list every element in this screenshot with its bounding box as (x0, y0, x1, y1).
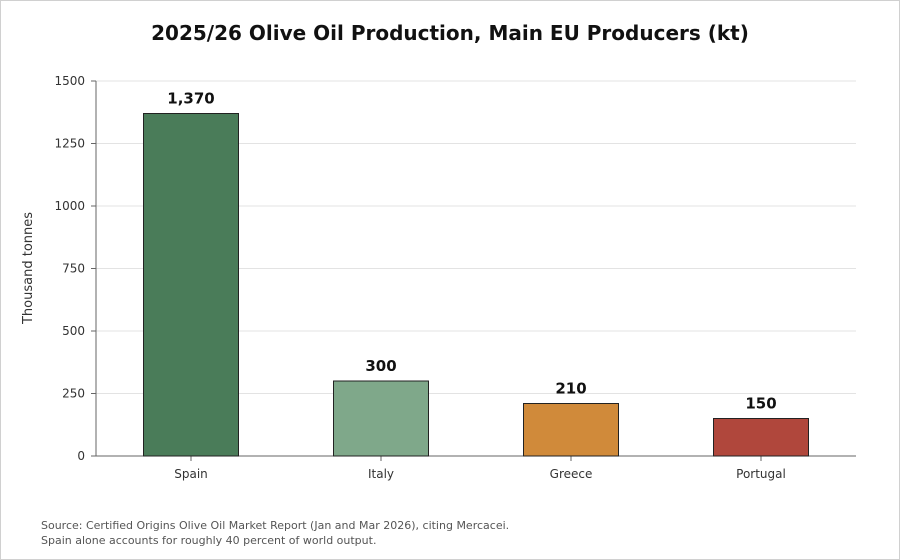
x-tick-label: Portugal (736, 467, 786, 481)
chart-title: 2025/26 Olive Oil Production, Main EU Pr… (151, 21, 749, 45)
data-label: 210 (555, 380, 586, 398)
bar-spain (143, 113, 239, 457)
y-tick-label: 1000 (54, 199, 85, 213)
bar-portugal (713, 418, 809, 457)
y-tick-label: 250 (62, 387, 85, 401)
y-tick-label: 750 (62, 262, 85, 276)
data-label: 300 (365, 357, 396, 375)
data-label: 150 (745, 395, 776, 413)
bar-italy (333, 380, 429, 457)
x-tick-label: Spain (174, 467, 208, 481)
y-tick-label: 1250 (54, 137, 85, 151)
bars (143, 113, 809, 457)
y-tick-label: 1500 (54, 74, 85, 88)
x-tick-label: Italy (368, 467, 394, 481)
x-tick-label: Greece (550, 467, 593, 481)
labels: 1,370 Spain 300 Italy 210 Greece 150 Portugal (167, 90, 786, 482)
y-tick-label: 0 (77, 449, 85, 463)
y-tick-label: 500 (62, 324, 85, 338)
data-label: 1,370 (167, 90, 214, 108)
source-note-line: Spain alone accounts for roughly 40 perc… (41, 534, 377, 547)
source-line: Source: Certified Origins Olive Oil Mark… (41, 519, 510, 532)
source-note: Source: Certified Origins Olive Oil Mark… (41, 518, 509, 548)
bar-chart: 0 250 500 750 1000 1250 1500 1,370 Spain 300 Ital… (21, 74, 856, 482)
bar-greece (523, 403, 619, 457)
y-axis-label: Thousand tonnes (21, 212, 36, 325)
